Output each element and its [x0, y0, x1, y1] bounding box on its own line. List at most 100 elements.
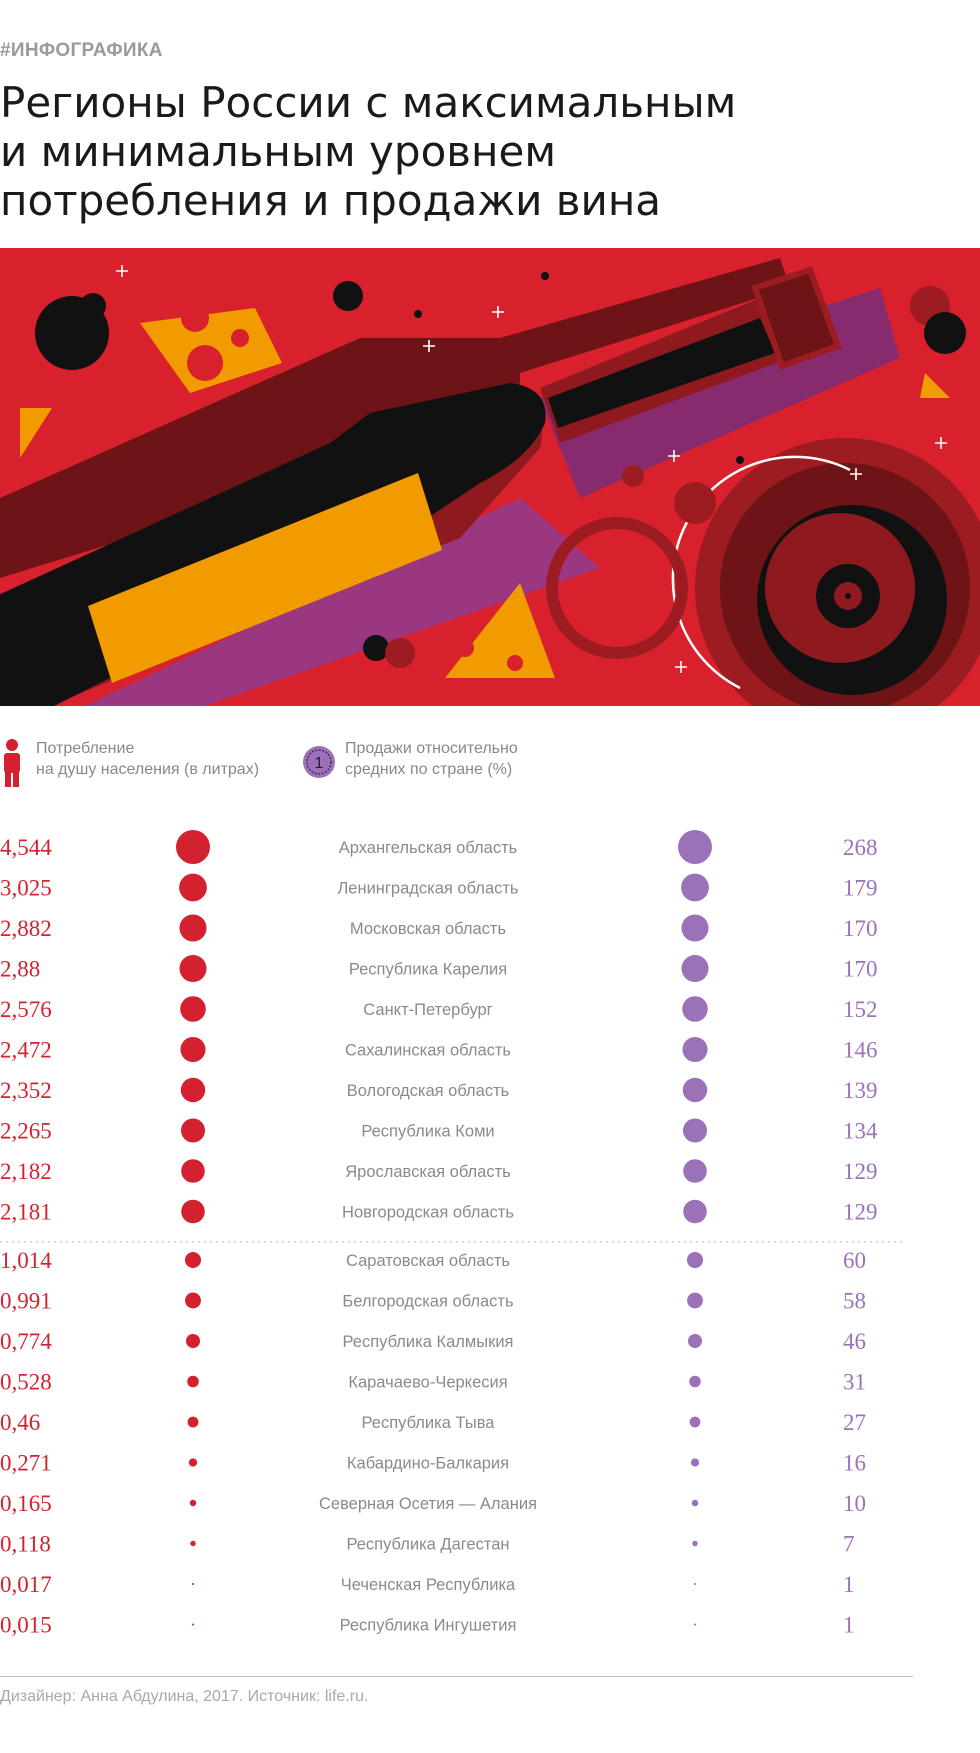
- sales-dot: [693, 1623, 697, 1626]
- sales-label: 146: [843, 1038, 878, 1063]
- consumption-dot: [181, 1159, 205, 1183]
- consumption-dot: [185, 1333, 201, 1349]
- triangle-right: [920, 373, 950, 398]
- consumption-dot: [179, 954, 207, 983]
- consumption-label: 2,265: [0, 1119, 52, 1144]
- footer-credits: Дизайнер: Анна Абдулина, 2017. Источник:…: [0, 1688, 369, 1705]
- consumption-dot: [190, 1540, 196, 1547]
- consumption-label: 2,472: [0, 1038, 52, 1063]
- region-label: Республика Дагестан: [346, 1536, 509, 1554]
- region-label: Карачаево-Черкесия: [348, 1374, 507, 1392]
- sales-dot: [682, 996, 708, 1022]
- consumption-dot: [191, 1582, 195, 1586]
- sales-label: 152: [843, 997, 878, 1022]
- consumption-label: 2,182: [0, 1159, 52, 1184]
- sales-dot: [682, 1077, 708, 1103]
- page-title: Регионы России с максимальным и минималь…: [0, 78, 900, 225]
- legend-consumption-line2: на душу населения (в литрах): [36, 761, 260, 778]
- region-label: Ярославская область: [345, 1163, 511, 1181]
- coin-icon: 1: [303, 746, 335, 778]
- bottle-label: [88, 473, 442, 683]
- sales-dot: [682, 1036, 708, 1063]
- consumption-label: 0,774: [0, 1329, 52, 1354]
- region-label: Санкт-Петербург: [363, 1001, 492, 1019]
- infographic-tag: #ИНФОГРАФИКА: [0, 40, 163, 61]
- sales-label: 170: [843, 957, 878, 982]
- region-label: Саратовская область: [346, 1252, 510, 1270]
- region-label: Ленинградская область: [337, 880, 518, 898]
- sales-dot: [683, 1159, 707, 1183]
- consumption-dot: [189, 1499, 197, 1507]
- consumption-dot: [176, 830, 210, 864]
- title-line: Регионы России с максимальным: [0, 78, 737, 127]
- sales-label: 10: [843, 1491, 866, 1516]
- consumption-label: 2,882: [0, 916, 52, 941]
- sales-label: 129: [843, 1159, 878, 1184]
- person-icon: [4, 739, 20, 787]
- legend-sales-line1: Продажи относительно: [345, 740, 518, 757]
- sales-dot: [682, 1118, 708, 1143]
- consumption-label: 4,544: [0, 835, 52, 860]
- consumption-dot: [180, 1077, 206, 1103]
- sales-dot: [683, 1199, 707, 1224]
- sales-dot: [681, 873, 709, 902]
- title-line: потребления и продажи вина: [0, 176, 662, 225]
- sales-label: 46: [843, 1329, 866, 1354]
- region-label: Республика Тыва: [362, 1414, 496, 1432]
- region-label: Кабардино-Балкария: [347, 1455, 509, 1473]
- consumption-dot: [192, 1623, 194, 1626]
- footer-divider: [0, 1676, 913, 1677]
- coin-badge: 1: [315, 755, 324, 772]
- consumption-label: 0,271: [0, 1451, 52, 1476]
- consumption-dot: [181, 1199, 205, 1224]
- sales-dot: [681, 954, 709, 983]
- sales-label: 58: [843, 1289, 866, 1314]
- record-arc: [671, 455, 851, 690]
- sales-label: 27: [843, 1410, 866, 1435]
- region-label: Вологодская область: [347, 1082, 510, 1100]
- triangle-left: [20, 408, 52, 458]
- purple-band: [85, 498, 600, 706]
- sales-label: 179: [843, 876, 878, 901]
- consumption-label: 0,528: [0, 1370, 52, 1395]
- sales-label: 139: [843, 1078, 878, 1103]
- sales-label: 60: [843, 1248, 866, 1273]
- consumption-label: 0,015: [0, 1613, 52, 1638]
- sales-dot: [689, 1416, 701, 1428]
- consumption-dot: [185, 1292, 201, 1309]
- region-label: Новгородская область: [342, 1204, 514, 1222]
- legend: Потребление на душу населения (в литрах)…: [0, 738, 980, 798]
- consumption-dot: [188, 1458, 198, 1467]
- sales-label: 31: [843, 1370, 866, 1395]
- consumption-dot: [179, 914, 207, 942]
- region-label: Архангельская область: [339, 839, 517, 857]
- consumption-label: 2,576: [0, 997, 52, 1022]
- consumption-label: 0,991: [0, 1289, 52, 1314]
- region-label: Сахалинская область: [345, 1042, 511, 1060]
- sales-dot: [687, 1292, 703, 1309]
- consumption-label: 0,165: [0, 1491, 52, 1516]
- sales-dot: [689, 1375, 701, 1388]
- sales-dot: [686, 1251, 704, 1269]
- consumption-label: 3,025: [0, 876, 52, 901]
- region-label: Московская область: [350, 920, 506, 938]
- consumption-dot: [187, 1375, 199, 1388]
- sales-label: 268: [843, 835, 878, 860]
- region-label: Республика Карелия: [349, 961, 507, 979]
- legend-consumption-line1: Потребление: [36, 740, 135, 757]
- sales-label: 7: [843, 1532, 855, 1557]
- region-label: Чеченская Республика: [341, 1576, 516, 1594]
- sales-label: 1: [843, 1613, 855, 1638]
- consumption-label: 0,46: [0, 1410, 40, 1435]
- bottle-neck-dark: [548, 318, 775, 428]
- sales-dot: [691, 1499, 699, 1507]
- sales-dot: [692, 1540, 698, 1547]
- consumption-label: 1,014: [0, 1248, 52, 1273]
- consumption-dot: [180, 996, 206, 1022]
- consumption-label: 2,352: [0, 1078, 52, 1103]
- title-line: и минимальным уровнем: [0, 127, 557, 176]
- consumption-dot: [180, 1036, 206, 1063]
- sales-dot: [681, 914, 709, 942]
- wine-bottle-illustration: [0, 248, 980, 706]
- region-label: Республика Ингушетия: [340, 1617, 517, 1635]
